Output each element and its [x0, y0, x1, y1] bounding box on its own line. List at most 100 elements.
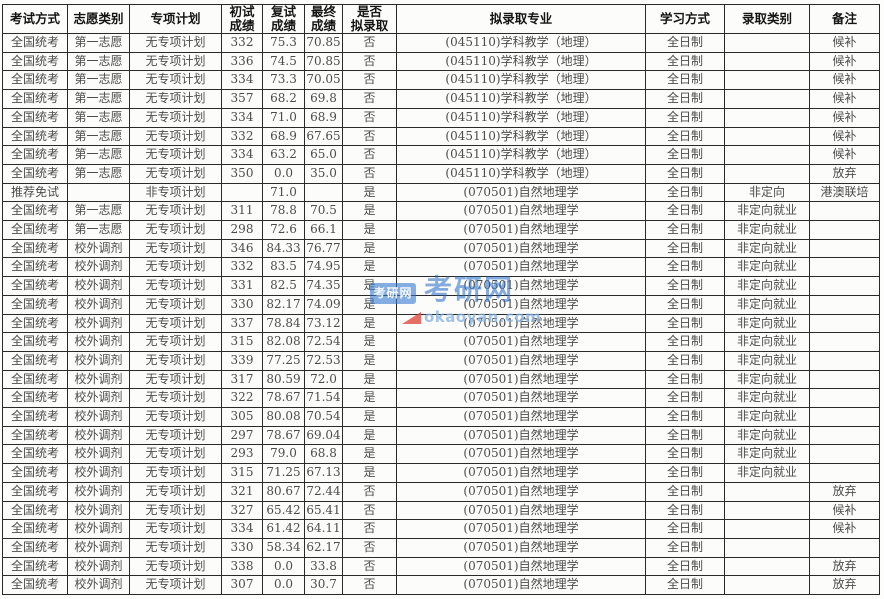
table-cell: 是 [342, 294, 397, 315]
table-cell: 70.85 [304, 51, 343, 72]
table-cell: 35.0 [304, 163, 343, 184]
table-cell: 全日制 [645, 444, 725, 465]
table-cell [304, 182, 343, 203]
table-cell: 71.54 [304, 388, 343, 409]
table-cell [809, 369, 880, 390]
table-row: 全国统考 校外调剂 无专项计划 321 80.67 72.44 否 (070501)自然地理学… [2, 481, 880, 502]
table-cell: 71.0 [262, 107, 305, 128]
table-cell: 293 [221, 444, 263, 465]
table-cell: 全国统考 [2, 163, 68, 184]
table-cell: 第一志愿 [67, 107, 130, 128]
table-cell [809, 257, 880, 278]
table-cell: 61.42 [262, 519, 305, 539]
table-cell: 无专项计划 [129, 257, 222, 278]
table-cell: 校外调剂 [67, 556, 130, 577]
table-body: 全国统考 第一志愿 无专项计划 332 75.3 70.85 否 (045110)学科教学（地… [2, 33, 880, 596]
table-cell: 68.2 [262, 89, 305, 109]
table-cell: 全国统考 [2, 407, 68, 427]
table-cell: (045110)学科教学（地理） [396, 51, 646, 72]
table-cell: 全日制 [645, 294, 725, 315]
table-cell: 72.44 [304, 481, 343, 502]
table-cell: 无专项计划 [129, 163, 222, 184]
table-cell: 候补 [809, 519, 880, 539]
table-cell: 非定向就业 [724, 276, 810, 296]
table-cell: 332 [221, 126, 263, 147]
table-row: 全国统考 校外调剂 无专项计划 307 0.0 30.7 否 (070501)自然地理学 全日制… [2, 575, 880, 596]
table-cell: 非定向就业 [724, 425, 810, 446]
table-cell: 全日制 [645, 201, 725, 222]
table-row: 全国统考 校外调剂 无专项计划 338 0.0 33.8 否 (070501)自然地理学 全日制… [2, 556, 880, 577]
table-cell: 非定向就业 [724, 332, 810, 352]
table-cell: 315 [221, 463, 263, 483]
table-cell: 全日制 [645, 145, 725, 165]
table-row: 全国统考 校外调剂 无专项计划 334 61.42 64.11 否 (070501)自然地理学… [2, 519, 880, 539]
table-cell: 全国统考 [2, 126, 68, 147]
table-cell: 全日制 [645, 463, 725, 483]
table-row: 全国统考 校外调剂 无专项计划 315 82.08 72.54 是 (070501)自然地理学… [2, 332, 880, 352]
table-cell: 是 [342, 350, 397, 371]
table-cell: 全日制 [645, 89, 725, 109]
table-cell: 317 [221, 369, 263, 390]
table-cell [809, 537, 880, 558]
table-cell [724, 519, 810, 539]
table-cell: 350 [221, 163, 263, 184]
table-cell: 73.3 [262, 70, 305, 91]
column-header-1: 志愿类别 [67, 4, 130, 34]
table-cell [809, 350, 880, 371]
table-cell: 是 [342, 369, 397, 390]
table-cell: 63.2 [262, 145, 305, 165]
table-cell: 0.0 [262, 575, 305, 596]
table-cell: 校外调剂 [67, 294, 130, 315]
table-cell: 无专项计划 [129, 481, 222, 502]
table-cell: (070501)自然地理学 [396, 481, 646, 502]
table-cell: 全国统考 [2, 350, 68, 371]
table-cell: 无专项计划 [129, 107, 222, 128]
table-cell: 64.11 [304, 519, 343, 539]
table-cell: 65.42 [262, 500, 305, 521]
table-cell: 70.5 [304, 201, 343, 222]
table-cell: 66.1 [304, 220, 343, 240]
table-cell: 否 [342, 537, 397, 558]
table-cell: 校外调剂 [67, 519, 130, 539]
table-cell: 无专项计划 [129, 145, 222, 165]
table-cell: 全日制 [645, 107, 725, 128]
table-cell: 无专项计划 [129, 51, 222, 72]
table-cell: 30.7 [304, 575, 343, 596]
table-cell: 298 [221, 220, 263, 240]
table-cell [809, 463, 880, 483]
table-cell: 无专项计划 [129, 238, 222, 259]
table-cell [724, 89, 810, 109]
table-cell: 74.95 [304, 257, 343, 278]
table-cell: 校外调剂 [67, 332, 130, 352]
table-cell: 全国统考 [2, 276, 68, 296]
column-header-3: 初试 成绩 [221, 4, 263, 34]
column-header-0: 考试方式 [2, 4, 68, 34]
column-header-5: 最终 成绩 [304, 4, 343, 34]
table-cell: 全日制 [645, 500, 725, 521]
table-cell: (070501)自然地理学 [396, 220, 646, 240]
table-cell: 334 [221, 519, 263, 539]
table-cell: 全日制 [645, 126, 725, 147]
table-cell [724, 163, 810, 184]
table-row: 全国统考 校外调剂 无专项计划 337 78.84 73.12 是 (070501)自然地理学… [2, 313, 880, 334]
table-cell: 80.08 [262, 407, 305, 427]
table-cell: 全国统考 [2, 257, 68, 278]
table-cell: 是 [342, 238, 397, 259]
table-cell: 非专项计划 [129, 182, 222, 203]
table-cell: 校外调剂 [67, 500, 130, 521]
table-cell: 校外调剂 [67, 257, 130, 278]
table-cell: 331 [221, 276, 263, 296]
column-header-4: 复试 成绩 [262, 4, 305, 34]
table-row: 全国统考 校外调剂 无专项计划 346 84.33 76.77 是 (070501)自然地理学… [2, 238, 880, 259]
table-cell: 校外调剂 [67, 313, 130, 334]
table-cell: 77.25 [262, 350, 305, 371]
table-cell: 58.34 [262, 537, 305, 558]
table-cell: (045110)学科教学（地理） [396, 70, 646, 91]
table-cell: 297 [221, 425, 263, 446]
table-cell: (070501)自然地理学 [396, 519, 646, 539]
table-cell: 357 [221, 89, 263, 109]
table-cell [809, 425, 880, 446]
table-cell: 无专项计划 [129, 407, 222, 427]
table-cell: 79.0 [262, 444, 305, 465]
